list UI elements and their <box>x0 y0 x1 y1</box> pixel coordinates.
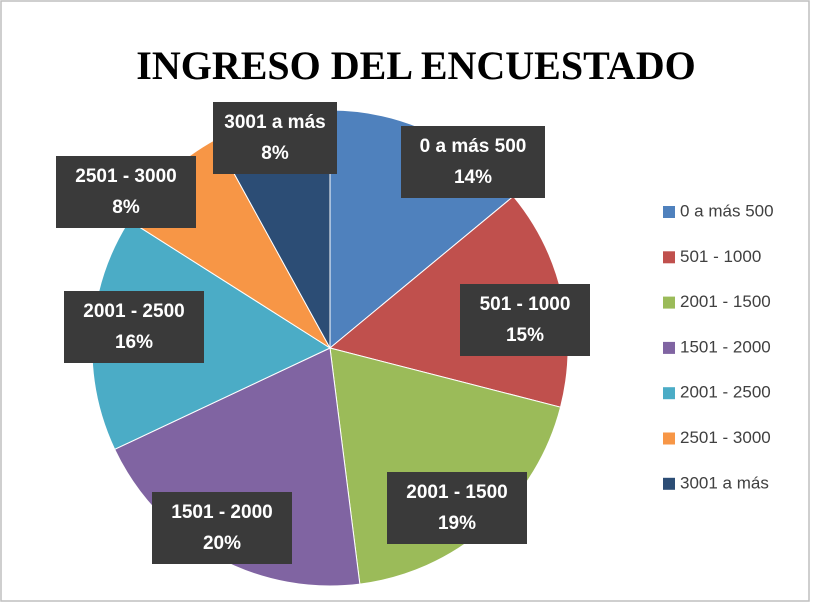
legend-label: 3001 a más <box>680 473 769 492</box>
legend-swatch <box>663 206 675 218</box>
data-label-box <box>213 102 337 174</box>
legend-label: 1501 - 2000 <box>680 337 771 356</box>
legend-swatch <box>663 387 675 400</box>
legend-swatch <box>663 341 675 354</box>
data-label-category: 2001 - 2500 <box>83 301 184 322</box>
data-label-value: 8% <box>112 197 140 218</box>
legend-swatch <box>663 432 675 445</box>
legend-swatch <box>663 251 675 264</box>
data-label-category: 3001 a más <box>224 112 325 133</box>
legend-label: 0 a más 500 <box>680 201 774 220</box>
data-label-box <box>460 284 590 356</box>
data-label-box <box>152 492 292 564</box>
chart-title: INGRESO DEL ENCUESTADO <box>136 43 695 88</box>
data-label-value: 15% <box>506 325 544 346</box>
data-label-category: 501 - 1000 <box>480 294 571 315</box>
data-label-box <box>401 126 545 198</box>
data-label-value: 16% <box>115 332 153 353</box>
data-label-box <box>56 156 196 228</box>
data-label-category: 2501 - 3000 <box>75 166 176 187</box>
data-label-value: 14% <box>454 167 492 188</box>
data-label-value: 8% <box>261 143 289 164</box>
data-label-value: 20% <box>203 533 241 554</box>
legend-swatch <box>663 477 675 490</box>
data-label-value: 19% <box>438 513 476 534</box>
legend-label: 2501 - 3000 <box>680 428 771 447</box>
data-label-category: 0 a más 500 <box>420 136 527 157</box>
legend-swatch <box>663 296 675 309</box>
data-label-box <box>64 291 204 363</box>
legend-label: 501 - 1000 <box>680 247 761 266</box>
legend-label: 2001 - 2500 <box>680 383 771 402</box>
legend-label: 2001 - 1500 <box>680 292 771 311</box>
data-label-category: 1501 - 2000 <box>171 502 272 523</box>
data-label-category: 2001 - 1500 <box>406 482 507 503</box>
data-label-box <box>387 472 527 544</box>
